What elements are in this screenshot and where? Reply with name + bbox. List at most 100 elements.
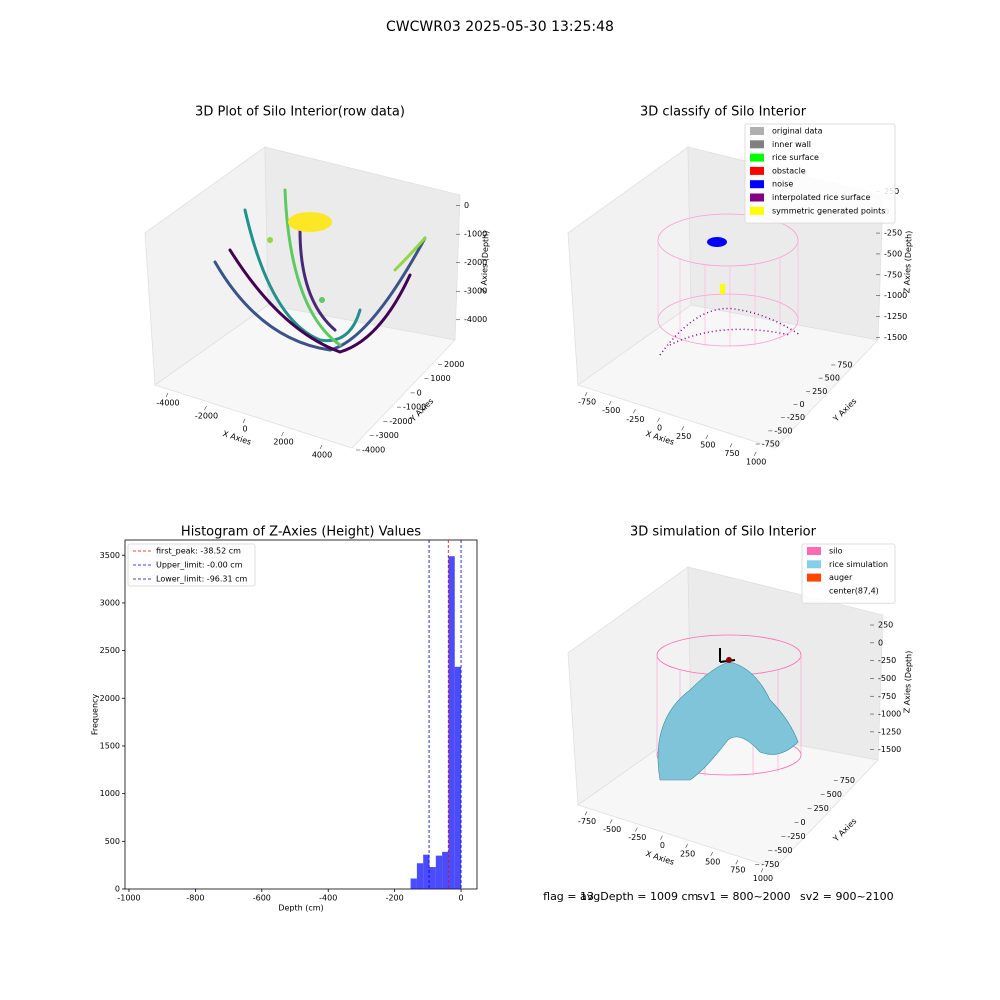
y-tick-label: 250 [814,804,829,813]
z-tick-label: -750 [878,692,896,701]
z-axis-label: Z Axies (Depth) [902,231,913,294]
legend-label: Upper_limit: -0.00 cm [156,561,243,570]
y-tick-label: 0 [417,388,422,397]
scan-curve [228,248,412,354]
legend-swatch [807,560,821,569]
z-axis-label: Z Axies (Depth) [902,651,913,714]
scan-curve [213,236,427,352]
scan-curve [283,188,342,347]
y-tick-label: -1000 [403,403,426,412]
x-tick [319,444,323,450]
legend-label: obstacle [772,166,806,175]
pane [577,304,879,449]
x-tick [710,851,713,857]
x-tick-label: 0 [459,894,464,903]
y-tick-label: 2000 [444,360,464,369]
cluster [288,212,332,232]
y-tick-label: -4000 [362,446,385,455]
z-tick-label: -1000 [464,230,487,239]
y-tick-label: -2000 [389,417,412,426]
point-cloud-illustration [213,188,427,354]
z-tick-label: -4000 [464,315,487,324]
x-tick [735,860,739,865]
symmetric [720,284,725,294]
legend-swatch [807,586,821,595]
legend-label: first_peak: -38.52 cm [156,547,241,556]
z-tick-label: 0 [878,638,883,647]
x-tick [660,835,663,840]
x-tick [242,418,246,424]
x-tick [685,843,688,849]
x-tick-label: 0 [657,423,662,432]
z-tick-label: -1250 [878,727,901,736]
x-tick-label: -250 [626,415,644,424]
footer-sv1: sv1 = 800~2000 [697,890,791,903]
axes-title: 3D Plot of Silo Interior(row data) [195,105,405,120]
x-tick [753,451,757,457]
legend-swatch [750,153,764,162]
y-tick-label: 0 [115,885,120,894]
z-tick-label: -250 [878,656,896,665]
legend-box [801,543,896,604]
axes-title: Histogram of Z-Axies (Height) Values [181,525,421,540]
y-tick-label: 1000 [430,374,450,383]
x-tick [204,405,207,411]
x-tick-label: -250 [628,833,646,842]
z-tick-label: -1000 [884,291,907,300]
legend-label: noise [772,180,793,189]
x-tick-label: 1000 [753,874,773,883]
x-tick-label: 250 [680,849,695,858]
x-tick [608,400,612,405]
z-tick-label: -1250 [884,312,907,321]
center [726,657,732,663]
x-tick [635,827,638,832]
y-tick-label: -750 [762,440,780,449]
pane [577,724,879,869]
y-tick-label: -250 [787,832,805,841]
legend-swatch [750,166,764,175]
y-tick-label: 500 [825,374,840,383]
x-tick-label: -200 [386,894,404,903]
legend-swatch [807,573,821,582]
x-tick-label: 250 [676,432,691,441]
wall [657,240,799,346]
legend-label: Lower_limit: -96.31 cm [156,575,248,584]
legend-label: interpolated rice surface [772,193,870,202]
rice-surface [657,661,799,781]
x-tick-label: 1000 [746,457,766,466]
x-tick [281,431,284,437]
z-tick-label: -750 [884,270,902,279]
bar [410,878,417,889]
bar [454,666,462,889]
y-tick-label: 250 [812,387,827,396]
legend-box [744,123,896,224]
y-tick-label: -750 [761,860,779,869]
bar [448,556,455,889]
y-tick-label: 750 [837,360,852,369]
z-tick-label: -1500 [884,333,907,342]
y-tick-label: -3000 [376,431,399,440]
z-tick-label: -2000 [464,258,487,267]
x-tick-label: -500 [602,406,620,415]
y-tick-label: -500 [774,846,792,855]
simulation-illustration [656,634,802,781]
legend-label: inner wall [772,140,811,149]
z-tick-label: 250 [878,621,893,630]
x-tick-label: -4000 [156,399,179,408]
x-tick [609,819,613,824]
x-tick-label: -800 [186,894,204,903]
x-tick [584,811,588,816]
x-tick-label: -500 [603,825,621,834]
z-tick-label: -3000 [464,287,487,296]
y-tick-label: 1000 [100,789,120,798]
x-tick [633,409,636,414]
legend-swatch [807,547,821,555]
y-tick-label: 1500 [100,741,120,750]
legend-label: silo [829,547,843,556]
legend-box [127,543,256,587]
x-axis-label: Depth (cm) [278,904,323,913]
x-tick [729,443,733,448]
x-tick-label: -1000 [117,894,140,903]
cluster [319,297,325,303]
